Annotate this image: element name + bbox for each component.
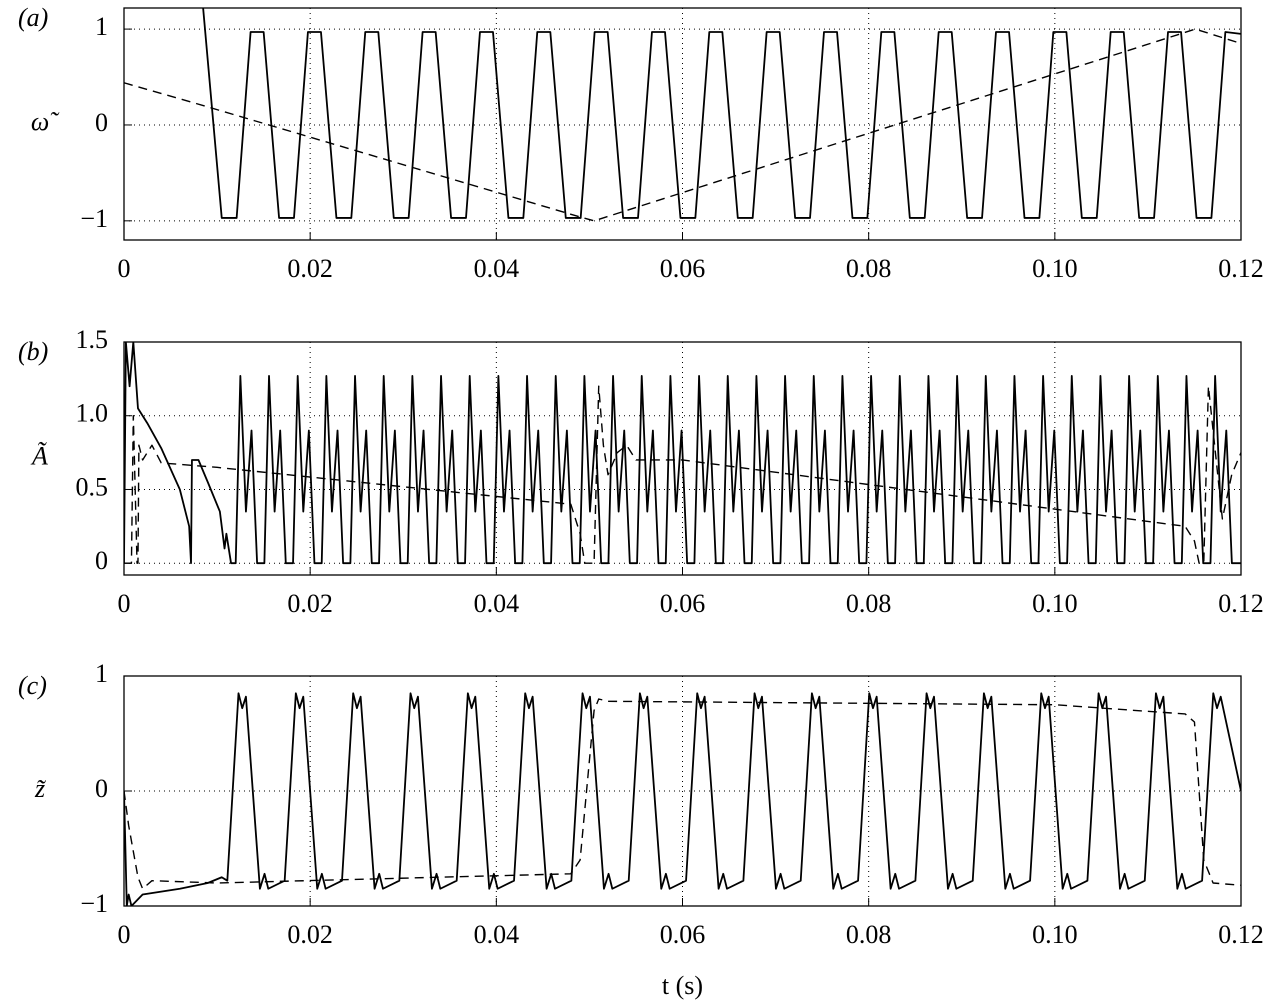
plot-frame bbox=[123, 341, 1242, 576]
x-tick-label: 0.08 bbox=[846, 920, 892, 949]
y-tick-label: 0.5 bbox=[76, 472, 109, 501]
y-axis-label: z̃ bbox=[34, 774, 47, 803]
y-tick-label: 1.0 bbox=[76, 399, 109, 428]
y-axis-label: Ã bbox=[30, 441, 48, 470]
x-tick-label: 0.08 bbox=[846, 589, 892, 618]
data-line bbox=[124, 28, 1241, 222]
data-line bbox=[124, 692, 1241, 906]
x-tick-label: 0 bbox=[118, 920, 131, 949]
x-tick-label: 0.04 bbox=[474, 254, 520, 283]
y-tick-label: −1 bbox=[80, 204, 108, 233]
y-tick-label: −1 bbox=[80, 889, 108, 918]
plot-area bbox=[124, 692, 1241, 906]
x-tick-label: 0.12 bbox=[1218, 254, 1264, 283]
data-line bbox=[124, 342, 1241, 565]
data-line bbox=[124, 698, 1241, 890]
y-axis-label: ω̃ bbox=[31, 107, 60, 136]
data-line bbox=[202, 8, 1241, 219]
plot-area bbox=[124, 8, 1241, 222]
panel-label: (c) bbox=[18, 671, 47, 700]
x-tick-label: 0.12 bbox=[1218, 920, 1264, 949]
x-axis-label: t (s) bbox=[662, 971, 703, 1000]
x-tick-label: 0.10 bbox=[1032, 920, 1078, 949]
x-tick-label: 0.02 bbox=[287, 254, 333, 283]
x-tick-label: 0.02 bbox=[287, 920, 333, 949]
x-tick-label: 0 bbox=[118, 589, 131, 618]
plot-frame bbox=[123, 675, 1242, 907]
x-tick-label: 0.06 bbox=[660, 920, 706, 949]
x-tick-label: 0 bbox=[118, 254, 131, 283]
x-tick-label: 0.08 bbox=[846, 254, 892, 283]
x-tick-label: 0.10 bbox=[1032, 254, 1078, 283]
x-tick-label: 0.04 bbox=[474, 920, 520, 949]
data-line bbox=[124, 385, 1241, 564]
panel-label: (a) bbox=[18, 3, 48, 32]
x-tick-label: 0.06 bbox=[660, 589, 706, 618]
x-tick-label: 0.02 bbox=[287, 589, 333, 618]
x-tick-label: 0.12 bbox=[1218, 589, 1264, 618]
y-tick-label: 1 bbox=[95, 659, 108, 688]
y-tick-label: 0 bbox=[95, 774, 108, 803]
plot-area bbox=[124, 342, 1241, 565]
y-tick-label: 0 bbox=[95, 108, 108, 137]
y-tick-label: 1 bbox=[95, 12, 108, 41]
panel-label: (b) bbox=[18, 337, 48, 366]
x-tick-label: 0.06 bbox=[660, 254, 706, 283]
x-tick-label: 0.10 bbox=[1032, 589, 1078, 618]
y-tick-label: 0 bbox=[95, 546, 108, 575]
plot-frame bbox=[123, 7, 1242, 241]
y-tick-label: 1.5 bbox=[76, 325, 109, 354]
x-tick-label: 0.04 bbox=[474, 589, 520, 618]
